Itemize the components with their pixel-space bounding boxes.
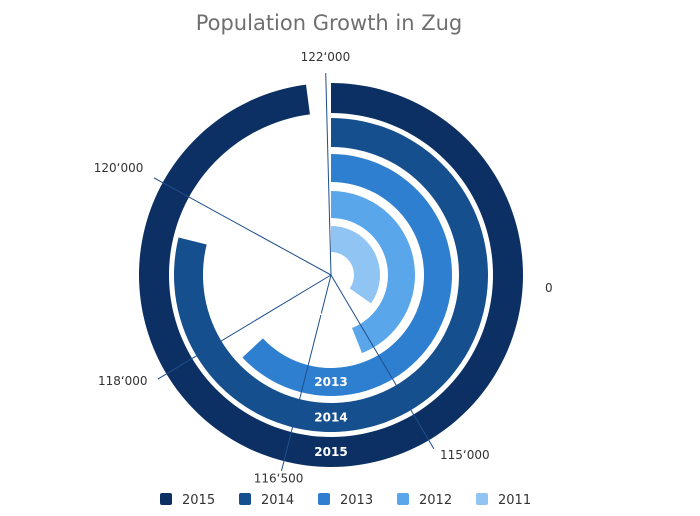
legend-label-2015: 2015 bbox=[182, 493, 215, 508]
tick-label-118000: 118‘000 bbox=[98, 374, 148, 388]
bar-label-2012: 2012 bbox=[314, 339, 347, 353]
legend-item-2011[interactable]: 2011 bbox=[476, 493, 531, 508]
legend-swatch-2015 bbox=[160, 493, 172, 505]
tick-labels-group: 115‘000 116‘500 118‘000 120‘000 122‘000 0 bbox=[94, 50, 553, 485]
bar-label-2013: 2013 bbox=[314, 375, 347, 389]
bar-2013 bbox=[242, 154, 452, 397]
gridline-116500 bbox=[281, 274, 332, 471]
gridline-122000 bbox=[325, 73, 332, 276]
legend-item-2013[interactable]: 2013 bbox=[318, 493, 373, 508]
legend-label-2014: 2014 bbox=[261, 493, 294, 508]
tick-label-120000: 120‘000 bbox=[94, 161, 144, 175]
tick-label-122000: 122‘000 bbox=[301, 50, 351, 64]
legend-label-2011: 2011 bbox=[498, 493, 531, 508]
legend-swatch-2014 bbox=[239, 493, 251, 505]
legend-label-2012: 2012 bbox=[419, 493, 452, 508]
bar-labels-group: 2011 2012 2013 2014 2015 bbox=[314, 304, 347, 459]
bar-label-2011: 2011 bbox=[314, 304, 347, 318]
gridline-120000 bbox=[153, 177, 332, 276]
chart-title: Population Growth in Zug bbox=[196, 11, 463, 35]
bar-label-2015: 2015 bbox=[314, 445, 347, 459]
tick-label-115000: 115‘000 bbox=[440, 448, 490, 462]
legend-item-2014[interactable]: 2014 bbox=[239, 493, 294, 508]
legend-item-2015[interactable]: 2015 bbox=[160, 493, 215, 508]
bars-group bbox=[138, 83, 523, 467]
bar-label-2014: 2014 bbox=[314, 411, 347, 425]
legend-swatch-2013 bbox=[318, 493, 330, 505]
tick-label-116500: 116‘500 bbox=[254, 471, 304, 485]
tick-label-zero: 0 bbox=[545, 281, 553, 295]
legend-swatch-2011 bbox=[476, 493, 488, 505]
gridline-118000 bbox=[157, 274, 332, 380]
bar-2012 bbox=[331, 191, 415, 354]
legend-swatch-2012 bbox=[397, 493, 409, 505]
legend-item-2012[interactable]: 2012 bbox=[397, 493, 452, 508]
legend-label-2013: 2013 bbox=[340, 493, 373, 508]
gridline-115000 bbox=[330, 274, 435, 450]
bar-2011 bbox=[331, 226, 380, 304]
legend: 2015 2014 2013 2012 2011 bbox=[160, 493, 531, 508]
gridlines-group bbox=[153, 73, 435, 471]
